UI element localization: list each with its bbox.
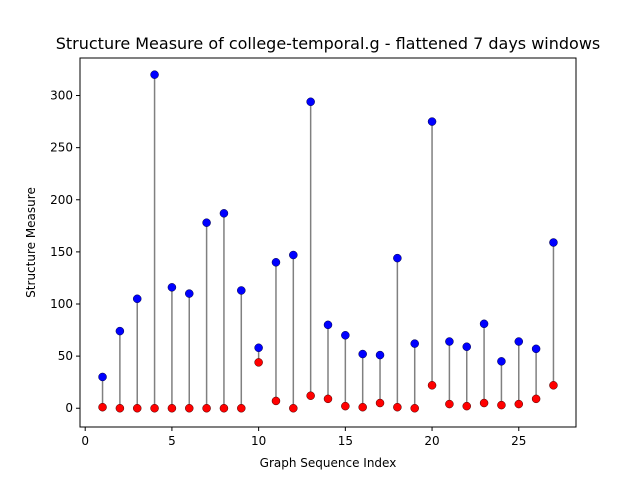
bottom-point (202, 403, 211, 413)
bottom-point (341, 401, 350, 411)
x-tick-label: 0 (81, 434, 89, 448)
top-point (514, 337, 524, 346)
bottom-point (185, 403, 194, 413)
bottom-point (219, 403, 229, 413)
top-point (271, 258, 281, 267)
x-tick-label: 25 (511, 434, 526, 448)
bottom-point (462, 401, 471, 411)
top-point (132, 294, 142, 304)
plot-area (98, 70, 558, 413)
bottom-point (98, 402, 107, 412)
top-point (410, 339, 419, 348)
top-point (549, 238, 558, 247)
plot-frame (79, 57, 577, 428)
top-point (531, 344, 541, 354)
x-axis-label: Graph Sequence Index (260, 456, 397, 470)
bottom-point (323, 394, 333, 404)
bottom-point (289, 403, 298, 413)
top-point (375, 350, 385, 360)
bottom-point (445, 399, 454, 409)
y-axis-ticks: 0 50 100 150 200 250 300 (50, 89, 80, 415)
bottom-point (271, 396, 281, 406)
y-tick-label: 250 (50, 141, 73, 155)
bottom-point (237, 403, 246, 413)
bottom-point (306, 391, 315, 400)
top-point (358, 349, 367, 359)
y-axis-label: Structure Measure (24, 187, 38, 298)
top-point (393, 253, 402, 263)
top-point (427, 117, 437, 126)
x-tick-label: 15 (338, 434, 353, 448)
bottom-point (115, 403, 125, 413)
top-point (479, 319, 489, 329)
top-point (445, 337, 454, 346)
bottom-point (479, 398, 489, 408)
bottom-point (427, 381, 437, 390)
bottom-point (254, 358, 263, 367)
bottom-point (549, 381, 558, 390)
y-tick-label: 300 (50, 89, 73, 103)
top-point (289, 250, 298, 260)
bottom-point (531, 394, 541, 404)
x-axis-ticks: 0 5 10 15 20 25 (81, 427, 526, 448)
chart-title: Structure Measure of college-temporal.g … (56, 34, 601, 53)
y-tick-label: 150 (50, 245, 73, 259)
top-point (462, 342, 471, 351)
top-point (254, 343, 263, 353)
top-point (202, 218, 211, 227)
top-point (115, 326, 125, 336)
top-point (185, 289, 194, 298)
bottom-point (167, 403, 177, 413)
bottom-point (497, 400, 506, 410)
bottom-point (393, 402, 402, 412)
y-tick-label: 50 (58, 349, 73, 363)
x-tick-label: 5 (168, 434, 176, 448)
top-point (150, 70, 159, 79)
top-point (323, 320, 333, 330)
top-point (497, 357, 506, 366)
top-point (306, 97, 315, 107)
bottom-point (410, 403, 419, 413)
bottom-point (375, 398, 385, 408)
top-point (237, 286, 246, 295)
top-point (219, 209, 229, 218)
top-point (341, 331, 350, 340)
y-tick-label: 100 (50, 297, 73, 311)
top-point (98, 372, 107, 382)
bottom-point (514, 399, 524, 409)
x-tick-label: 20 (424, 434, 439, 448)
y-tick-label: 200 (50, 193, 73, 207)
bottom-point (358, 402, 367, 412)
y-tick-label: 0 (65, 401, 73, 415)
top-point (167, 283, 177, 292)
bottom-point (132, 403, 142, 413)
x-tick-label: 10 (251, 434, 266, 448)
bottom-point (150, 403, 159, 413)
